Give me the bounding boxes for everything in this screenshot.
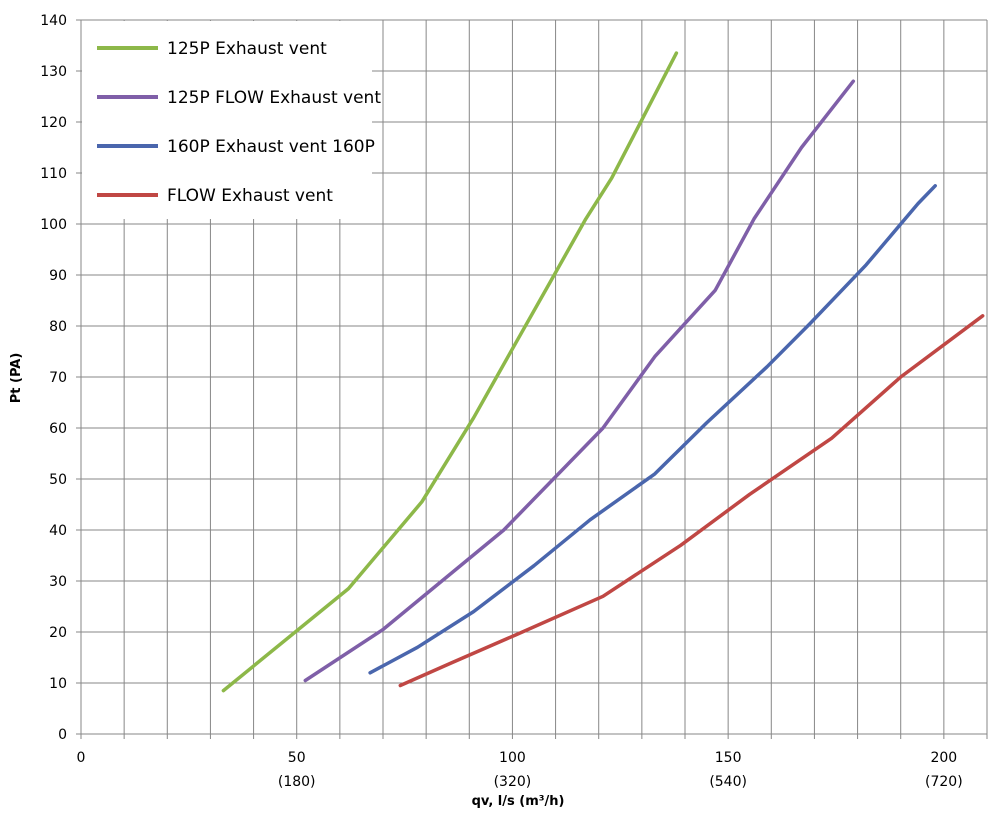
x-tick-sublabel: (720) (925, 774, 963, 790)
y-tick-label: 130 (40, 64, 67, 80)
y-tick-label: 40 (49, 523, 67, 539)
y-tick-label: 110 (40, 166, 67, 182)
y-axis-title: Pt (PA) (9, 353, 24, 404)
legend-label-2: 125P FLOW Exhaust vent (167, 88, 381, 108)
legend-label-1: 125P Exhaust vent (167, 39, 327, 59)
x-tick-label: 150 (715, 750, 742, 766)
y-tick-label: 140 (40, 13, 67, 29)
x-tick-label: 0 (77, 750, 86, 766)
x-tick-sublabel: (320) (494, 774, 532, 790)
y-tick-label: 60 (49, 421, 67, 437)
y-tick-label: 10 (49, 676, 67, 692)
series-line-3 (368, 184, 937, 675)
x-tick-sublabel: (180) (278, 774, 316, 790)
x-tick-label: 200 (930, 750, 957, 766)
legend-label-3: 160P Exhaust vent 160P (167, 137, 375, 157)
series-line-2 (303, 79, 856, 683)
y-tick-label: 20 (49, 625, 67, 641)
y-tick-label: 30 (49, 574, 67, 590)
x-axis-ticks: 0 50 (180) 100 (320) 150 (540) 200 (720) (77, 750, 963, 790)
legend-label-4: FLOW Exhaust vent (167, 186, 333, 206)
y-tick-label: 50 (49, 472, 67, 488)
y-tick-label: 70 (49, 370, 67, 386)
x-axis-title: qv, l/s (m³/h) (472, 794, 565, 809)
legend-box (82, 21, 372, 219)
y-tick-label: 80 (49, 319, 67, 335)
series-line-1 (221, 51, 679, 693)
y-tick-label: 90 (49, 268, 67, 284)
y-axis-ticks: 0 10 20 30 40 50 60 70 80 90 100 110 120 130 140 (40, 13, 67, 743)
plot-area (76, 19, 988, 739)
series-line-4 (398, 314, 985, 688)
y-tick-label: 120 (40, 115, 67, 131)
x-tick-sublabel: (540) (709, 774, 747, 790)
legend: 125P Exhaust vent 125P FLOW Exhaust vent 1… (82, 21, 381, 219)
x-tick-label: 50 (288, 750, 306, 766)
x-tick-label: 100 (499, 750, 526, 766)
y-tick-label: 0 (58, 727, 67, 743)
y-tick-label: 100 (40, 217, 67, 233)
series-lines (221, 51, 985, 693)
